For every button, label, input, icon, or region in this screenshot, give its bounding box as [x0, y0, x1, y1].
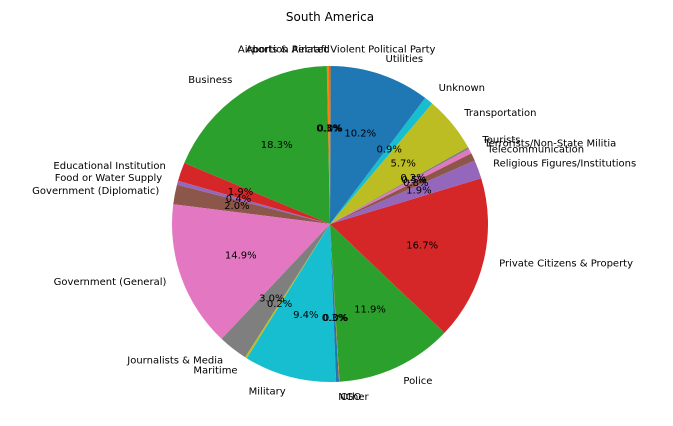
slice-ngo: [330, 224, 340, 382]
pct-label-journalists-media: 3.0%: [259, 293, 284, 304]
category-label-ngo: NGO: [338, 392, 361, 403]
slice-educational-institution: [178, 163, 330, 224]
category-label-violent-political-party: Violent Political Party: [330, 45, 435, 56]
category-label-government-general: Government (General): [54, 277, 167, 288]
pct-label-utilities: 10.2%: [344, 129, 376, 140]
slice-journalists-media: [221, 224, 330, 358]
category-label-telecommunication: Telecommunication: [486, 145, 584, 156]
category-label-tourists: Tourists: [481, 135, 520, 146]
pct-label-government-general: 14.9%: [225, 251, 257, 262]
category-label-private-citizens-property: Private Citizens & Property: [499, 259, 633, 270]
slice-police: [330, 224, 445, 382]
category-label-unknown: Unknown: [439, 83, 485, 94]
category-label-abortion-related: Abortion Related: [246, 45, 330, 56]
slice-maritime: [245, 224, 330, 359]
category-label-maritime: Maritime: [193, 366, 237, 377]
slice-tourists: [330, 147, 469, 224]
pct-label-food-or-water-supply: 0.4%: [226, 194, 251, 205]
slice-terrorists-non-state-militia: [330, 148, 472, 224]
category-label-business: Business: [188, 75, 232, 86]
category-label-transportation: Transportation: [463, 108, 536, 119]
category-label-food-or-water-supply: Food or Water Supply: [55, 173, 162, 184]
chart-title: South America: [286, 10, 374, 24]
slice-food-or-water-supply: [176, 180, 330, 224]
pct-label-police: 11.9%: [354, 304, 386, 315]
category-label-religious-figures-institutions: Religious Figures/Institutions: [493, 158, 636, 169]
category-label-terrorists-non-state-militia: Terrorists/Non-State Militia: [483, 138, 616, 149]
slice-religious-figures-institutions: [330, 160, 482, 224]
category-label-airports-aircraft: Airports & Aircraft: [238, 45, 328, 56]
slice-other: [330, 224, 340, 382]
category-label-military: Military: [249, 387, 286, 398]
slice-business: [184, 66, 330, 224]
slice-abortion-related: [329, 65, 330, 224]
pct-label-telecommunication: 0.8%: [403, 178, 428, 189]
pct-label-abortion-related: 0.1%: [317, 124, 342, 135]
slice-airports-aircraft: [326, 66, 330, 224]
pct-label-other: 0.0%: [323, 313, 348, 324]
pct-label-business: 18.3%: [261, 140, 293, 151]
pct-label-private-citizens-property: 16.7%: [406, 240, 438, 251]
slice-private-citizens-property: [330, 178, 488, 333]
pct-label-maritime: 0.2%: [267, 299, 292, 310]
pct-label-terrorists-non-state-militia: 0.5%: [401, 175, 426, 186]
slice-violent-political-party: [330, 65, 331, 224]
category-label-other: Other: [340, 392, 369, 403]
slice-government-general: [172, 204, 330, 339]
pct-label-military: 9.4%: [293, 310, 318, 321]
pie-slices: [172, 65, 488, 382]
pct-label-religious-figures-institutions: 1.9%: [406, 186, 431, 197]
pct-label-educational-institution: 1.9%: [228, 187, 253, 198]
category-label-utilities: Utilities: [386, 54, 424, 65]
category-label-government-diplomatic: Government (Diplomatic): [32, 186, 159, 197]
category-label-educational-institution: Educational Institution: [53, 161, 165, 172]
slice-military: [246, 224, 337, 382]
slice-unknown: [330, 97, 433, 224]
pct-label-ngo: 0.3%: [322, 313, 347, 324]
slice-utilities: [330, 66, 426, 224]
pct-label-government-diplomatic: 2.0%: [224, 201, 249, 212]
category-label-journalists-media: Journalists & Media: [126, 356, 223, 367]
pct-label-tourists: 0.2%: [400, 173, 425, 184]
slice-government-diplomatic: [173, 184, 330, 224]
pie-percent-labels: 0.1%0.3%18.3%1.9%0.4%2.0%14.9%3.0%0.2%9.…: [224, 124, 438, 325]
slice-transportation: [330, 103, 469, 224]
pct-label-airports-aircraft: 0.3%: [316, 124, 341, 135]
pct-label-transportation: 5.7%: [390, 158, 415, 169]
slice-telecommunication: [330, 153, 475, 224]
pct-label-violent-political-party: 0.0%: [317, 124, 342, 135]
pct-label-unknown: 0.9%: [376, 145, 401, 156]
category-label-police: Police: [403, 376, 432, 387]
